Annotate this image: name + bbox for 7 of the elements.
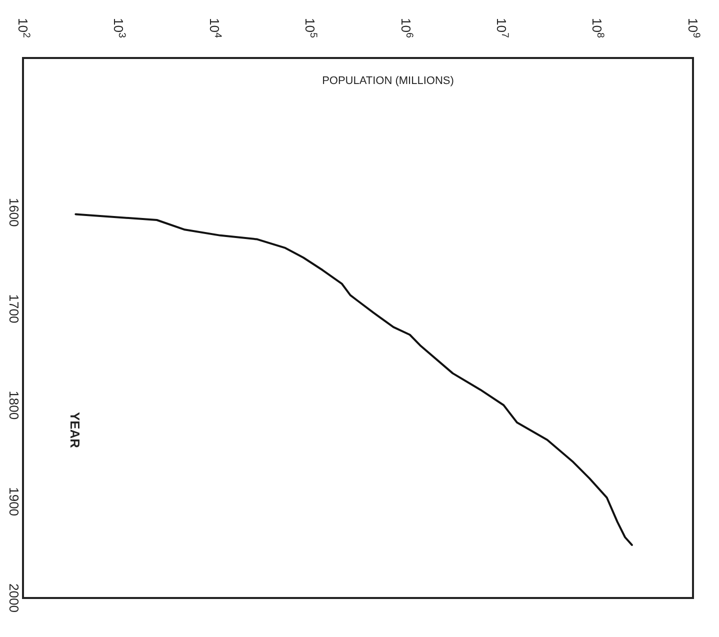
y-tick-label: 1900 bbox=[6, 487, 22, 516]
x-axis-title: POPULATION (MILLIONS) bbox=[322, 75, 454, 87]
y-tick-label: 1700 bbox=[6, 294, 22, 324]
y-tick-label: 1600 bbox=[6, 198, 22, 227]
y-tick-label: 1800 bbox=[6, 390, 22, 420]
y-axis-title: YEAR bbox=[67, 412, 82, 449]
y-tick-label: 2000 bbox=[6, 584, 22, 612]
